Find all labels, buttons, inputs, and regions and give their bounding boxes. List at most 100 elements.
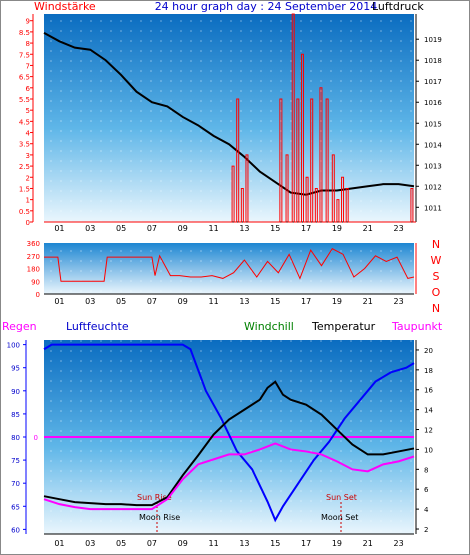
temperature-axis-tick-label: 2	[424, 526, 428, 534]
x-tick-label: 01	[54, 224, 64, 233]
temperature-axis-tick-label: 18	[424, 367, 433, 375]
x-tick-label: 13	[239, 297, 249, 306]
x-tick-label: 07	[147, 224, 157, 233]
wind-axis-tick-label: 5	[26, 107, 30, 115]
x-tick-label: 03	[85, 539, 95, 548]
x-tick-label: 11	[208, 297, 218, 306]
series-luftdruck	[43, 32, 415, 196]
wind-axis-tick-label: 9	[26, 18, 30, 26]
x-tick-label: 15	[270, 297, 280, 306]
humidity-axis-tick-label: 75	[11, 457, 20, 465]
wind-axis-tick-label: 1.5	[19, 185, 30, 193]
humidity-axis-tick-label: 85	[11, 411, 20, 419]
humidity-axis-tick-label: 70	[11, 480, 20, 488]
pressure-axis-tick-label: 1015	[424, 120, 442, 128]
temperature-axis-tick-label: 4	[424, 506, 429, 514]
wind-axis-tick-label: 6.5	[19, 74, 30, 82]
x-tick-label: 19	[332, 539, 342, 548]
x-tick-label: 13	[239, 224, 249, 233]
pressure-axis-tick-label: 1018	[424, 57, 442, 65]
x-tick-label: 03	[85, 224, 95, 233]
x-tick-label: 07	[147, 539, 157, 548]
x-tick-label: 17	[301, 539, 311, 548]
x-tick-label: 17	[301, 297, 311, 306]
humidity-axis-tick-label: 90	[11, 388, 20, 396]
series-taupunkt	[43, 442, 415, 511]
wind-axis-tick-label: 3.5	[19, 141, 30, 149]
wind-axis-tick-label: 4.5	[19, 118, 30, 126]
rain-axis-tick-label: 0	[34, 434, 38, 442]
wind-axis-tick-label: 0.5	[19, 208, 30, 216]
legend-windchill: Windchill	[244, 320, 294, 333]
x-tick-label: 17	[301, 224, 311, 233]
humidity-axis-tick-label: 100	[7, 342, 20, 350]
pressure-axis-tick-label: 1017	[424, 78, 442, 86]
temperature-axis-tick-label: 6	[424, 486, 429, 494]
x-tick-label: 21	[363, 224, 373, 233]
temperature-axis-tick-label: 10	[424, 446, 433, 454]
x-tick-label: 05	[116, 224, 126, 233]
direction-axis-tick-label: 270	[27, 253, 40, 261]
temperature-axis-tick-label: 16	[424, 387, 433, 395]
x-tick-label: 01	[54, 297, 64, 306]
x-tick-label: 11	[208, 224, 218, 233]
compass-label-w: W	[431, 254, 442, 267]
annotation-moon-rise: Moon Rise	[139, 513, 180, 522]
direction-axis-tick-label: 180	[27, 266, 40, 274]
pressure-axis-tick-label: 1014	[424, 141, 442, 149]
x-tick-label: 09	[178, 297, 188, 306]
compass-label-n: N	[432, 302, 440, 315]
wind-axis-tick-label: 7.5	[19, 51, 30, 59]
wind-axis-tick-label: 2.5	[19, 163, 30, 171]
x-tick-label: 21	[363, 297, 373, 306]
annotation-moon-set: Moon Set	[321, 513, 358, 522]
series-windstärke	[44, 13, 416, 223]
pressure-axis-tick-label: 1019	[424, 36, 442, 44]
humidity-axis-tick-label: 95	[11, 365, 20, 373]
series-windrichtung	[44, 248, 415, 282]
wind-axis-tick-label: 8.5	[19, 29, 30, 37]
wind-axis-tick-label: 7	[26, 62, 30, 70]
wind-axis-tick-label: 3	[26, 152, 30, 160]
legend-taupunkt: Taupunkt	[391, 320, 443, 333]
direction-axis-tick-label: 0	[36, 291, 40, 299]
x-tick-label: 23	[393, 539, 403, 548]
pressure-axis-tick-label: 1012	[424, 183, 442, 191]
compass-label-s: S	[433, 270, 440, 283]
x-tick-label: 15	[270, 224, 280, 233]
pressure-axis-tick-label: 1011	[424, 204, 442, 212]
x-tick-label: 19	[332, 224, 342, 233]
temperature-axis-tick-label: 14	[424, 407, 433, 415]
annotation-sun-set: Sun Set	[326, 493, 357, 502]
compass-label-n: N	[432, 238, 440, 251]
temperature-axis-tick-label: 8	[424, 466, 428, 474]
x-tick-label: 03	[85, 297, 95, 306]
wind-axis-tick-label: 5.5	[19, 96, 30, 104]
legend-regen: Regen	[2, 320, 37, 333]
wind-axis-tick-label: 8	[26, 40, 30, 48]
legend-temperatur: Temperatur	[311, 320, 376, 333]
direction-axis-tick-label: 360	[27, 240, 40, 248]
page-title: 24 hour graph day : 24 September 2014	[155, 0, 378, 13]
wind-axis-title: Windstärke	[34, 0, 96, 13]
x-tick-label: 19	[332, 297, 342, 306]
wind-axis-tick-label: 0	[26, 219, 30, 227]
direction-axis-tick-label: 90	[31, 278, 40, 286]
humidity-axis-tick-label: 60	[11, 526, 20, 534]
wind-axis-tick-label: 2	[26, 174, 30, 182]
annotation-sun-rise: Sun Rise	[137, 493, 172, 502]
x-tick-label: 05	[116, 539, 126, 548]
pressure-axis-tick-label: 1016	[424, 99, 442, 107]
x-tick-label: 07	[147, 297, 157, 306]
wind-axis-tick-label: 4	[26, 130, 31, 138]
x-tick-label: 13	[239, 539, 249, 548]
x-tick-label: 23	[393, 297, 403, 306]
temperature-axis-tick-label: 20	[424, 347, 433, 355]
wind-axis-tick-label: 6	[26, 85, 31, 93]
compass-label-o: O	[432, 286, 441, 299]
series-luftfeuchte	[43, 343, 415, 523]
pressure-axis-title: Luftdruck	[372, 0, 424, 13]
x-tick-label: 23	[393, 224, 403, 233]
wind-axis-tick-label: 1	[26, 197, 30, 205]
